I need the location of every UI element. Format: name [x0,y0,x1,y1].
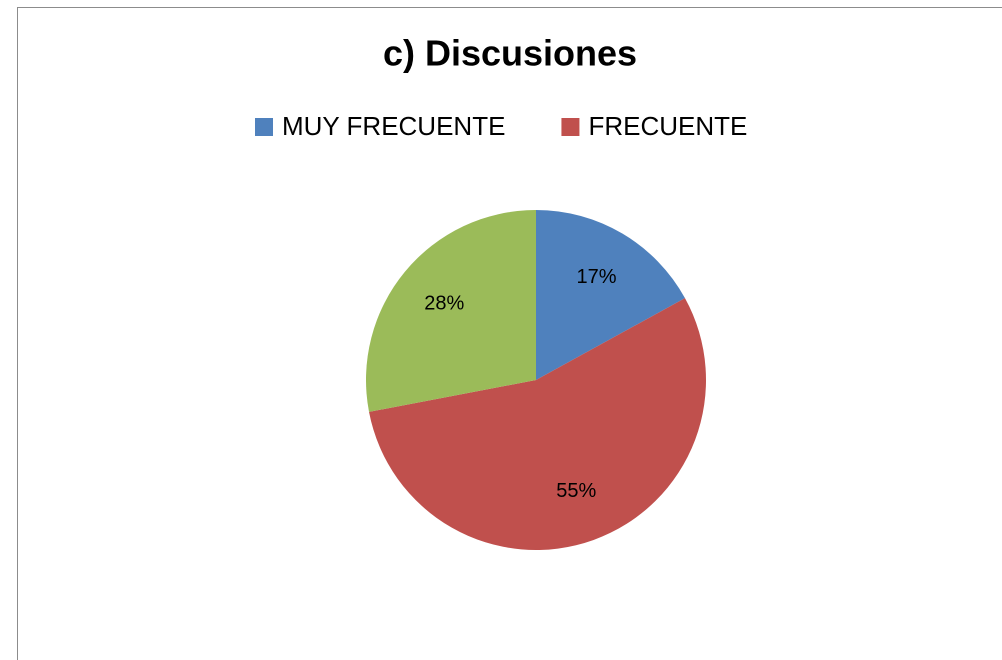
legend-label: MUY FRECUENTE [282,111,505,141]
legend-swatch [561,118,580,136]
legend-swatch [255,118,273,136]
chart-title: c) Discusiones [383,33,637,74]
data-label: 17% [577,266,617,288]
pie-slice [366,210,536,412]
pie-slice [536,210,685,380]
data-label: 55% [556,480,596,502]
data-label: 28% [424,292,464,314]
pie-slice [369,298,706,551]
legend-label: FRECUENTE [588,111,747,141]
